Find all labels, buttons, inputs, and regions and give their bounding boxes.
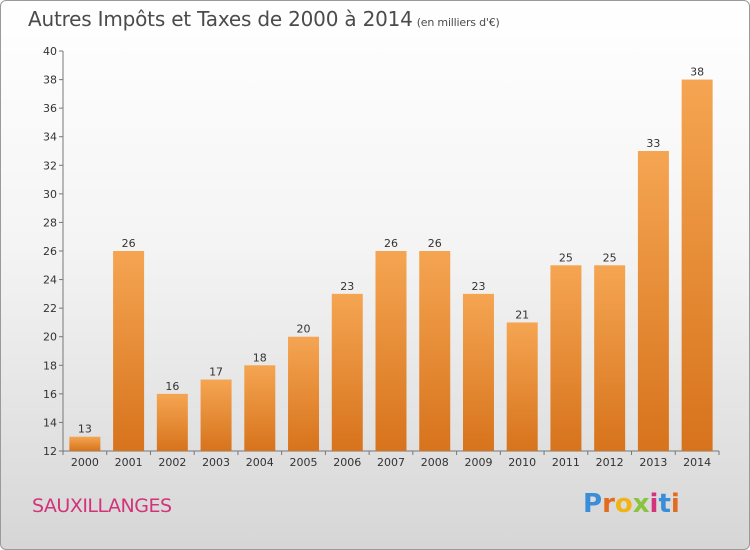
bar-value-label: 26 — [384, 237, 398, 250]
bar-value-label: 26 — [122, 237, 136, 250]
x-tick-label: 2004 — [246, 456, 274, 469]
x-tick-label: 2002 — [158, 456, 186, 469]
y-tick-label: 34 — [43, 131, 57, 144]
x-tick-label: 2003 — [202, 456, 230, 469]
x-axis: 2000 2001 2002 2003 2004 2005 2006 2007 2008 2009… — [62, 450, 720, 469]
bar-value-label: 26 — [428, 237, 442, 250]
bar-value-label: 20 — [297, 323, 311, 336]
y-tick-label: 26 — [43, 245, 57, 258]
logo-letter: t — [658, 489, 671, 519]
x-tick-label: 2006 — [333, 456, 361, 469]
logo-letter: r — [602, 489, 615, 519]
x-tick-label: 2007 — [377, 456, 405, 469]
bar — [681, 79, 713, 452]
bar-value-label: 23 — [471, 280, 485, 293]
bar-value-label: 16 — [165, 380, 179, 393]
x-tick-label: 2009 — [464, 456, 492, 469]
y-tick-label: 40 — [43, 45, 57, 58]
y-tick-label: 32 — [43, 159, 57, 172]
bar-value-label: 38 — [690, 66, 704, 79]
bar-value-label: 18 — [253, 351, 267, 364]
bar-value-label: 21 — [515, 308, 529, 321]
bar-value-label: 33 — [646, 137, 660, 150]
y-tick-label: 36 — [43, 102, 57, 115]
bar-value-label: 25 — [559, 251, 573, 264]
chart-title-text: Autres Impôts et Taxes de 2000 à 2014 — [28, 7, 413, 31]
y-tick-label: 14 — [43, 416, 57, 429]
logo-letter: i — [670, 489, 680, 519]
x-tick-label: 2013 — [639, 456, 667, 469]
y-tick-label: 20 — [43, 331, 57, 344]
bar — [550, 265, 582, 451]
logo-letter: o — [614, 489, 633, 519]
logo-letter: i — [649, 489, 659, 519]
bar — [637, 151, 669, 451]
bar — [462, 293, 494, 451]
bar — [506, 322, 538, 451]
bar — [331, 293, 363, 451]
commune-name: SAUXILLANGES — [32, 495, 172, 517]
y-tick-label: 18 — [43, 359, 57, 372]
bar — [113, 251, 145, 451]
bar — [375, 251, 407, 451]
logo-letter: x — [632, 489, 650, 519]
y-tick-label: 30 — [43, 188, 57, 201]
bars: 13 26 16 17 18 20 23 26 26 23 21 25 25 33 38 — [69, 66, 713, 452]
y-tick-label: 22 — [43, 302, 57, 315]
bar-value-label: 17 — [209, 366, 223, 379]
proxiti-logo: Proxiti — [583, 489, 680, 519]
x-tick-label: 2010 — [508, 456, 536, 469]
x-tick-label: 2001 — [115, 456, 143, 469]
bar-value-label: 13 — [78, 423, 92, 436]
y-tick-label: 24 — [43, 274, 57, 287]
x-tick-label: 2008 — [421, 456, 449, 469]
bar-value-label: 23 — [340, 280, 354, 293]
x-tick-label: 2011 — [552, 456, 580, 469]
x-tick-label: 2012 — [596, 456, 624, 469]
y-tick-label: 16 — [43, 388, 57, 401]
y-axis: 12 14 16 18 20 22 24 26 28 30 32 34 36 38 40 — [43, 45, 64, 458]
bar — [69, 436, 101, 451]
bar — [156, 393, 188, 451]
bar — [419, 251, 451, 451]
bar-value-label: 25 — [603, 251, 617, 264]
x-tick-label: 2000 — [71, 456, 99, 469]
chart-title: Autres Impôts et Taxes de 2000 à 2014 (en… — [28, 7, 500, 31]
chart-unit-label: (en milliers d'€) — [416, 16, 500, 29]
y-tick-label: 12 — [43, 445, 57, 458]
logo-letter: P — [583, 489, 603, 519]
x-tick-label: 2014 — [683, 456, 711, 469]
y-tick-label: 28 — [43, 216, 57, 229]
bar — [200, 379, 232, 451]
x-tick-label: 2005 — [290, 456, 318, 469]
bar — [594, 265, 626, 451]
bar — [288, 336, 320, 451]
y-tick-label: 38 — [43, 74, 57, 87]
bar — [244, 365, 276, 451]
